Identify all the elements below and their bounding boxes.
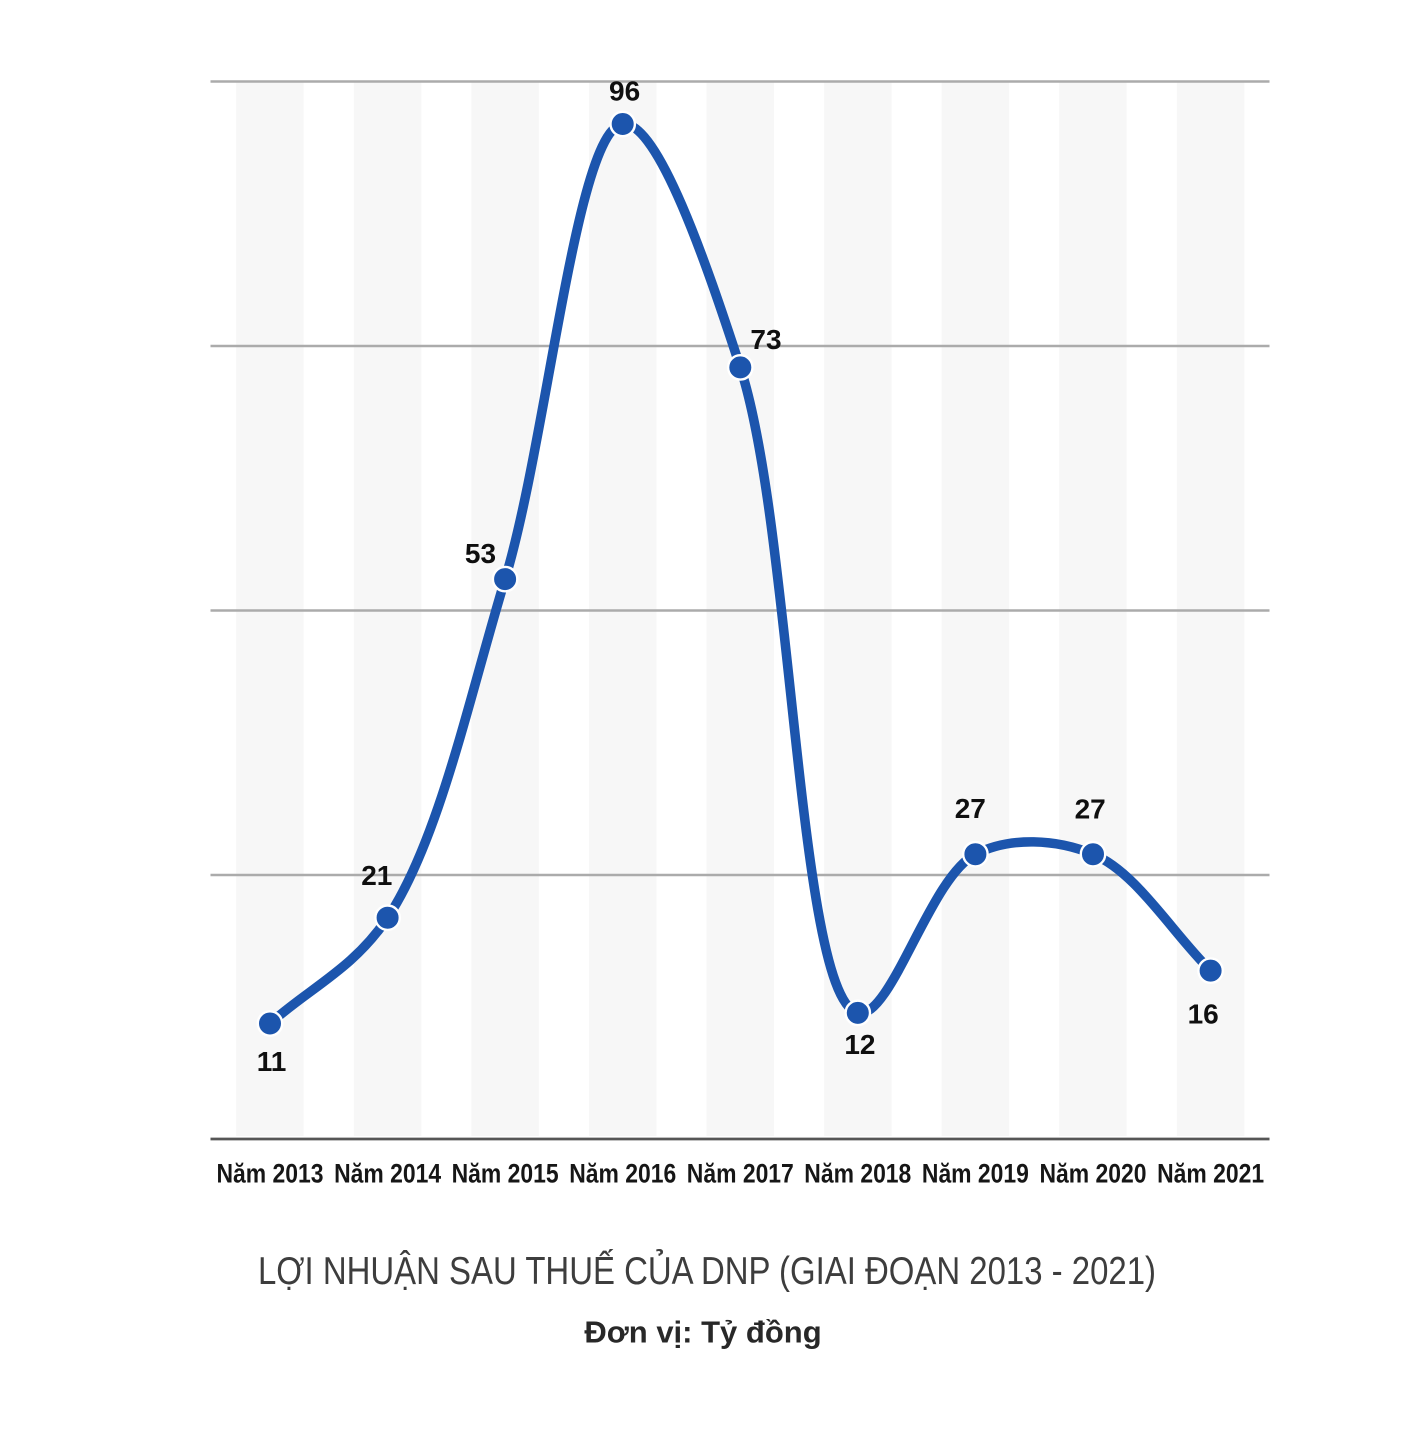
svg-text:53: 53 (465, 538, 496, 569)
svg-text:Năm 2020: Năm 2020 (1040, 1159, 1147, 1189)
svg-text:11: 11 (257, 1046, 287, 1077)
svg-text:16: 16 (1188, 999, 1219, 1030)
svg-text:Năm 2019: Năm 2019 (922, 1159, 1029, 1189)
svg-text:Năm 2014: Năm 2014 (334, 1159, 441, 1189)
svg-text:27: 27 (1075, 794, 1106, 825)
svg-text:12: 12 (844, 1029, 875, 1060)
svg-text:Năm 2016: Năm 2016 (569, 1159, 676, 1189)
svg-text:Năm 2013: Năm 2013 (217, 1159, 324, 1189)
svg-text:LỢI NHUẬN SAU THUẾ CỦA DNP (GI: LỢI NHUẬN SAU THUẾ CỦA DNP (GIAI ĐOẠN 20… (258, 1249, 1156, 1293)
svg-text:Năm 2017: Năm 2017 (687, 1159, 794, 1189)
svg-text:21: 21 (361, 860, 392, 891)
svg-text:73: 73 (750, 324, 781, 355)
svg-text:Năm 2018: Năm 2018 (804, 1159, 911, 1189)
svg-text:27: 27 (955, 793, 986, 824)
svg-text:Đơn vị: Tỷ đồng: Đơn vị: Tỷ đồng (584, 1315, 821, 1350)
svg-text:Năm 2015: Năm 2015 (452, 1159, 559, 1189)
svg-text:Năm 2021: Năm 2021 (1157, 1159, 1264, 1189)
svg-text:96: 96 (609, 76, 640, 107)
